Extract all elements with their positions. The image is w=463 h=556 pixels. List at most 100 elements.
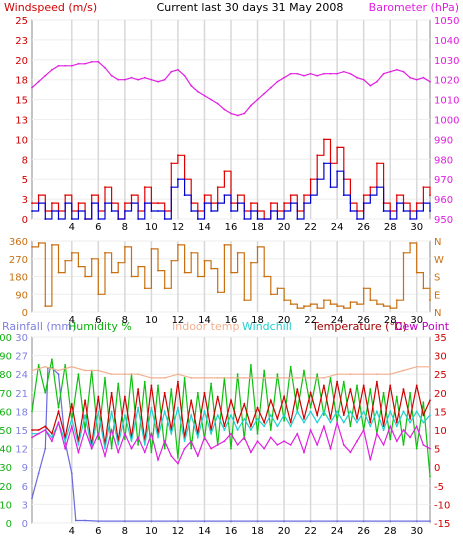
indoor-temp-point (123, 373, 126, 376)
dew-point-point (143, 451, 146, 454)
windchill-point (183, 440, 186, 443)
windchill-point (123, 414, 126, 417)
wind-avg-point (303, 202, 305, 204)
barometer-point (57, 64, 60, 67)
temperature-point (356, 417, 358, 420)
wind-avg-point (157, 210, 159, 212)
indoor-temp-point (322, 377, 325, 379)
humidity-point (210, 382, 213, 385)
wind-direction-point (183, 271, 186, 274)
compass-tick-label: W (434, 255, 444, 266)
indoor-temp-point (190, 377, 193, 379)
barometer-point (296, 72, 299, 75)
humidity-tick-label: 70 (0, 389, 12, 400)
rainfall-point (309, 520, 312, 523)
barometer-tick-label: 970 (434, 175, 453, 186)
compass-tick-label: S (434, 273, 440, 284)
temperature-tick-label: 35 (434, 333, 447, 344)
wind-avg-point (316, 178, 319, 181)
wind-direction-point (77, 265, 80, 268)
temperature-tick-label: 15 (434, 407, 447, 418)
humidity-tick-label: 10 (0, 500, 12, 511)
wind-avg-point (289, 202, 292, 204)
wind-avg-point (104, 202, 106, 204)
dew-point-point (369, 458, 372, 461)
temperature-point (123, 395, 126, 398)
wind-gust-point (143, 186, 146, 189)
indoor-temp-point (415, 365, 418, 368)
windspeed-tick-label: 3 (22, 195, 28, 206)
wind-direction-point (157, 269, 159, 272)
wind-direction-point (402, 251, 405, 254)
windspeed-tick-label: 15 (15, 96, 28, 107)
windspeed-tick-label: 10 (15, 135, 28, 146)
humidity-point (356, 384, 358, 387)
humidity-point (369, 388, 372, 390)
wind-gust-point (157, 202, 159, 204)
windspeed-tick-label: 13 (15, 116, 28, 127)
dew-point-point (84, 429, 86, 431)
temperature-point (269, 399, 272, 402)
wind-direction-point (256, 246, 259, 248)
wind-avg-point (123, 210, 126, 212)
dew-point-point (283, 440, 285, 443)
humidity-point (230, 447, 232, 450)
rainfall-point (336, 520, 339, 523)
humidity-point (150, 451, 153, 454)
temperature-point (190, 399, 193, 402)
dew-point-point (303, 451, 305, 454)
windspeed-tick-label: 23 (15, 36, 28, 47)
temperature-point (230, 399, 232, 402)
barometer-point (389, 70, 392, 73)
temperature-point (329, 417, 332, 420)
rainfall-point (177, 520, 179, 523)
windchill-point (336, 410, 339, 413)
barometer-point (150, 78, 153, 81)
wind-gust-point (429, 194, 431, 197)
barometer-point (395, 68, 398, 71)
compass-tick-label: N (434, 308, 441, 319)
windchill-point (409, 421, 411, 424)
barometer-point (349, 72, 352, 75)
rainfall-point (256, 520, 259, 523)
dew-point-point (356, 440, 358, 443)
wind-direction-point (117, 261, 120, 264)
wind-gust-point (123, 202, 126, 204)
compass-tick-label: E (434, 290, 440, 301)
wind-direction-point (104, 251, 106, 254)
dew-point-point (256, 440, 259, 443)
wind-direction-point (177, 244, 179, 246)
dew-point-point (110, 429, 113, 431)
humidity-point (117, 382, 120, 385)
wind-avg-point (216, 202, 219, 204)
barometer-tick-label: 1040 (434, 36, 459, 47)
barometer-point (243, 112, 246, 115)
wind-avg-point (210, 210, 213, 212)
wind-gust-point (216, 186, 219, 189)
dew-point-point (77, 451, 80, 454)
barometer-point (316, 74, 319, 77)
dew-point-point (170, 455, 173, 457)
temperature-tick-label: 20 (434, 389, 447, 400)
x-tick-label: 10 (145, 222, 158, 233)
indoor-temp-point (203, 377, 206, 379)
x-tick-label: 16 (225, 315, 238, 326)
wind-direction-point (382, 305, 385, 307)
temperature-point (415, 384, 418, 387)
barometer-point (223, 108, 226, 111)
humidity-point (57, 406, 60, 409)
x-tick-label: 8 (122, 526, 128, 537)
wind-direction-point (269, 293, 272, 296)
x-tick-label: 18 (251, 315, 264, 326)
dew-point-point (382, 443, 385, 446)
x-tick-label: 14 (198, 526, 211, 537)
wind-avg-point (137, 218, 140, 220)
windspeed-tick-label: 25 (15, 16, 28, 27)
temperature-point (137, 388, 140, 390)
wind-direction-point (263, 275, 266, 278)
barometer-tick-label: 1000 (434, 116, 459, 127)
indoor-temp-point (44, 365, 47, 368)
dew-point-point (203, 436, 206, 439)
legend-windchill: Windchill (242, 320, 292, 333)
humidity-point (289, 365, 292, 368)
